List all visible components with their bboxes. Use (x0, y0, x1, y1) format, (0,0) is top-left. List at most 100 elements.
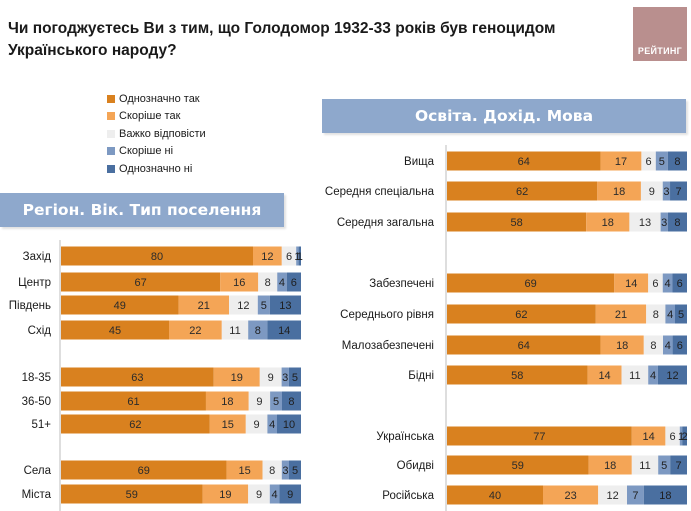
bar-value-label: 4 (665, 340, 671, 352)
bar-segment (281, 460, 289, 480)
bar-segment (631, 455, 659, 475)
bar-value-label: 7 (675, 186, 681, 198)
bar-value-label: 15 (238, 465, 250, 477)
legend-label: Однозначно ні (119, 162, 193, 175)
bar-value-label: 63 (131, 372, 143, 384)
bar-value-label: 18 (602, 217, 614, 229)
bar-value-label: 18 (659, 490, 671, 502)
bar-value-label: 12 (261, 251, 273, 263)
bar-segment (286, 272, 301, 292)
bar-segment (598, 485, 627, 505)
bar-segment (169, 320, 222, 340)
panel-banner-region-age-settlement: Регіон. Вік. Тип поселення (0, 193, 284, 227)
category-label: Забезпечені (369, 278, 434, 290)
legend-item-hard-to-say: Важко відповісти (107, 125, 206, 143)
bar-segment (672, 335, 687, 355)
bar-segment (587, 365, 622, 385)
bar-value-label: 5 (261, 300, 267, 312)
bar-value-label: 5 (678, 309, 684, 321)
legend-item-rather-no: Скоріше ні (107, 143, 206, 161)
bar-value-label: 64 (518, 156, 530, 168)
bar-segment (600, 151, 642, 171)
bar-value-label: 11 (229, 325, 240, 337)
chart-legend: Однозначно так Скоріше так Важко відпові… (107, 90, 206, 178)
bar-value-label: 3 (282, 465, 288, 477)
bar-value-label: 6 (677, 278, 683, 290)
bar-segment (269, 295, 301, 315)
bar-value-label: 8 (288, 396, 294, 408)
bar-segment (658, 455, 671, 475)
bar-value-label: 18 (613, 186, 625, 198)
bar-value-label: 12 (237, 300, 249, 312)
bar-segment (643, 485, 687, 505)
bar-segment (597, 181, 641, 201)
category-label: Південь (9, 300, 51, 312)
bar-value-label: 13 (639, 217, 651, 229)
bar-value-label: 1 (294, 251, 300, 263)
category-label: Захід (23, 251, 52, 263)
legend-swatch (107, 112, 115, 121)
bar-segment (178, 295, 229, 315)
bar-value-label: 69 (525, 278, 537, 290)
bar-value-label: 14 (598, 370, 610, 382)
legend-item-definitely-no: Однозначно ні (107, 160, 206, 178)
bar-segment (229, 295, 258, 315)
bar-value-label: 67 (134, 277, 146, 289)
bar-value-label: 22 (189, 325, 201, 337)
bar-value-label: 45 (109, 325, 121, 337)
bar-segment (61, 246, 253, 266)
bar-segment (270, 391, 282, 411)
bar-value-label: 3 (282, 372, 288, 384)
rating-logo: РЕЙТИНГ (633, 7, 687, 61)
bar-value-label: 2 (682, 431, 688, 443)
bar-value-label: 1 (678, 431, 684, 443)
bar-value-label: 49 (114, 300, 126, 312)
bar-segment (662, 273, 673, 293)
bar-value-label: 14 (278, 325, 290, 337)
bar-segment (679, 426, 683, 446)
bar-value-label: 12 (666, 370, 678, 382)
bar-segment (648, 273, 663, 293)
bar-value-label: 6 (291, 277, 297, 289)
category-label: Середня спеціальна (325, 186, 435, 198)
category-label: Вища (404, 156, 435, 168)
bar-value-label: 4 (667, 309, 673, 321)
panel-banner-education-income-language: Освіта. Дохід. Мова (322, 99, 686, 133)
bar-value-label: 40 (489, 490, 501, 502)
bar-segment (298, 246, 301, 266)
legend-label: Скоріше ні (119, 145, 174, 158)
page-title: Чи погоджуєтесь Ви з тим, що Голодомор 1… (8, 20, 556, 59)
bar-value-label: 11 (639, 460, 650, 472)
bar-segment (641, 151, 656, 171)
bar-segment (257, 295, 270, 315)
bar-value-label: 9 (268, 372, 274, 384)
bar-value-label: 80 (151, 251, 163, 263)
bar-segment (253, 246, 282, 266)
bar-segment (614, 273, 649, 293)
bar-segment (670, 455, 687, 475)
logo-text: РЕЙТИНГ (637, 46, 683, 56)
category-label: 51+ (31, 419, 51, 431)
bar-value-label: 58 (511, 370, 523, 382)
bar-segment (447, 365, 588, 385)
bar-value-label: 10 (283, 419, 295, 431)
bar-value-label: 13 (279, 300, 291, 312)
category-label: Села (24, 465, 52, 477)
category-label: Обидві (397, 460, 434, 472)
bar-value-label: 8 (674, 217, 680, 229)
bar-segment (627, 485, 644, 505)
bar-segment (447, 304, 596, 324)
bar-segment (447, 335, 601, 355)
legend-swatch (107, 94, 115, 103)
bar-segment (670, 181, 687, 201)
bar-value-label: 8 (265, 277, 271, 289)
bar-value-label: 8 (674, 156, 680, 168)
bar-value-label: 17 (615, 156, 627, 168)
bar-segment (248, 484, 270, 504)
bar-segment (447, 455, 589, 475)
bar-segment (600, 335, 644, 355)
legend-swatch (107, 147, 115, 156)
bar-value-label: 77 (533, 431, 545, 443)
bar-value-label: 59 (126, 489, 138, 501)
legend-label: Скоріше так (119, 110, 181, 123)
